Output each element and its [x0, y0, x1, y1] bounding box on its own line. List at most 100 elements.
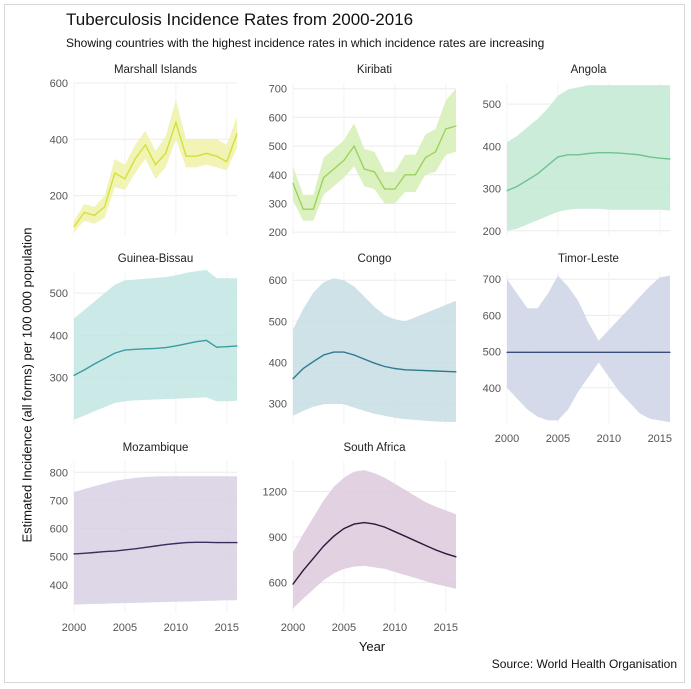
data-point	[424, 544, 426, 547]
data-point	[165, 152, 167, 154]
panel-title-angola: Angola	[571, 64, 607, 76]
x-tick-label: 2010	[383, 622, 407, 634]
y-tick-label: 500	[50, 288, 68, 300]
data-point	[185, 343, 187, 345]
data-point	[175, 121, 177, 123]
data-point	[394, 367, 396, 370]
x-axis-label: Year	[358, 639, 386, 654]
data-point	[154, 545, 157, 547]
data-point	[134, 348, 136, 350]
data-point	[537, 173, 539, 175]
data-point	[587, 152, 590, 155]
data-point	[154, 164, 157, 166]
data-point	[83, 552, 85, 554]
data-point	[353, 523, 355, 525]
data-point	[557, 156, 559, 158]
y-tick-label: 200	[50, 191, 68, 203]
data-point	[205, 152, 207, 154]
data-point	[165, 544, 167, 546]
data-point	[424, 370, 426, 372]
y-tick-label: 700	[483, 274, 501, 286]
data-point	[73, 226, 75, 228]
panel-kiribati: Kiribati 200 300 400 500 600 700	[269, 64, 457, 239]
y-tick-label: 1200	[263, 486, 287, 498]
data-point	[445, 370, 447, 372]
y-tick-label: 400	[483, 141, 501, 153]
data-point	[577, 351, 579, 353]
data-point	[638, 351, 641, 353]
uncertainty-band-mozambique	[74, 476, 237, 605]
x-tick-label: 2015	[434, 622, 458, 634]
data-point	[302, 367, 304, 370]
data-point	[567, 351, 569, 353]
data-point	[312, 208, 314, 210]
data-point	[516, 185, 518, 187]
panel-title-guinea-bissau: Guinea-Bissau	[118, 253, 193, 265]
data-point	[628, 153, 630, 155]
y-tick-label: 300	[269, 198, 287, 210]
data-point	[165, 347, 167, 349]
data-point	[226, 542, 228, 544]
y-tick-label: 400	[50, 134, 68, 146]
data-point	[455, 371, 457, 373]
data-point	[134, 548, 136, 550]
data-point	[618, 152, 620, 154]
chart-title: Tuberculosis Incidence Rates from 2000-2…	[66, 10, 414, 29]
data-point	[83, 211, 85, 214]
data-point	[323, 354, 325, 356]
data-point	[236, 133, 238, 135]
panel-title-mozambique: Mozambique	[123, 442, 189, 454]
panel-angola: Angola 200 300 400 500	[483, 64, 671, 238]
data-point	[414, 540, 416, 542]
data-point	[343, 528, 345, 530]
data-point	[185, 542, 187, 544]
y-tick-label: 600	[50, 524, 68, 536]
data-point	[343, 351, 345, 353]
data-point	[73, 553, 75, 555]
data-point	[577, 154, 579, 156]
data-point	[144, 348, 146, 350]
y-tick-label: 500	[269, 141, 287, 153]
data-point	[638, 154, 641, 156]
data-point	[516, 351, 518, 353]
data-point	[236, 542, 238, 544]
y-tick-label: 300	[483, 184, 501, 196]
panel-guinea-bissau: Guinea-Bissau 300 400 500	[50, 253, 238, 424]
data-point	[195, 541, 197, 543]
data-point	[292, 378, 294, 380]
data-point	[669, 158, 671, 160]
panel-marshall-islands: Marshall Islands 200 400 600	[50, 64, 238, 235]
y-tick-label: 200	[269, 227, 287, 239]
x-tick-label: 2010	[164, 622, 188, 634]
panel-title-marshall-islands: Marshall Islands	[114, 64, 197, 76]
panel-congo: Congo 300 400 500 600	[269, 253, 457, 424]
data-point	[455, 125, 457, 127]
data-point	[292, 583, 294, 585]
y-tick-label: 300	[50, 373, 68, 385]
panel-title-timor-leste: Timor-Leste	[558, 253, 619, 265]
data-point	[114, 550, 116, 552]
data-point	[373, 523, 376, 525]
y-tick-label: 800	[50, 467, 68, 479]
data-point	[83, 369, 85, 371]
data-point	[557, 351, 559, 353]
data-point	[598, 351, 600, 353]
data-point	[669, 351, 671, 353]
data-point	[404, 174, 406, 176]
data-point	[333, 535, 335, 537]
y-tick-label: 600	[269, 112, 287, 124]
uncertainty-band-congo	[293, 278, 456, 422]
panel-title-congo: Congo	[358, 253, 392, 265]
data-point	[93, 214, 95, 216]
x-tick-label: 2005	[332, 622, 356, 634]
data-point	[73, 374, 75, 376]
data-point	[124, 178, 126, 180]
uncertainty-band-timor-leste	[507, 275, 670, 423]
chart-subtitle: Showing countries with the highest incid…	[66, 36, 545, 50]
x-tick-label: 2005	[113, 622, 137, 634]
y-tick-label: 400	[50, 330, 68, 342]
data-point	[567, 154, 569, 156]
y-tick-label: 600	[483, 310, 501, 322]
data-point	[649, 351, 651, 353]
uncertainty-band-marshall-islands	[74, 99, 237, 233]
